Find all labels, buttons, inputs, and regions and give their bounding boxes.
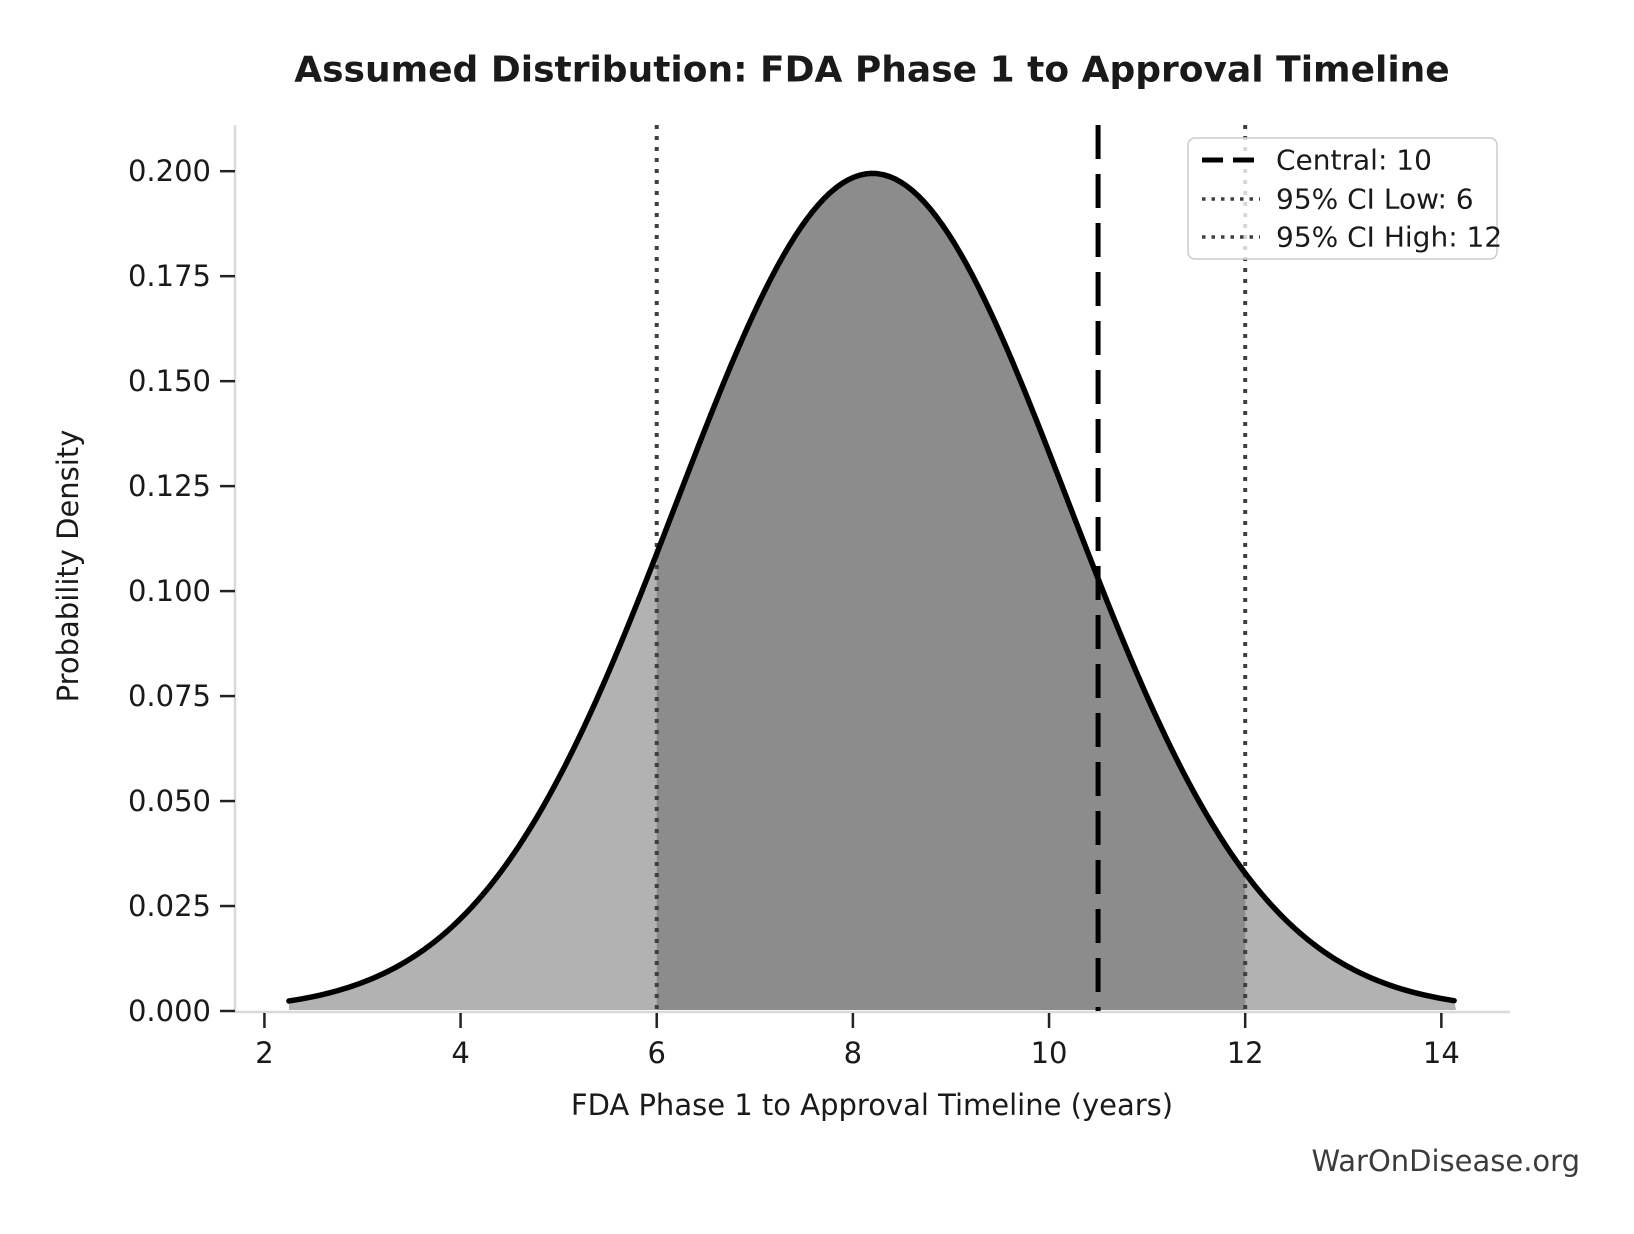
- x-tick-label: 6: [648, 1036, 666, 1070]
- watermark: WarOnDisease.org: [1311, 1144, 1580, 1178]
- y-tick-label: 0.200: [128, 154, 211, 188]
- legend-item-central: Central: 10: [1276, 144, 1432, 177]
- x-tick-label: 12: [1227, 1036, 1264, 1070]
- legend-item-ci-low: 95% CI Low: 6: [1276, 183, 1474, 216]
- y-tick-label: 0.150: [128, 364, 211, 398]
- y-tick-label: 0.175: [128, 259, 211, 293]
- y-axis-label: Probability Density: [51, 430, 85, 703]
- density-curve: [286, 170, 1457, 1004]
- legend: Central: 10 95% CI Low: 6 95% CI High: 1…: [1187, 137, 1502, 260]
- y-tick-label: 0.000: [128, 994, 211, 1028]
- x-tick-label: 14: [1423, 1036, 1460, 1070]
- y-tick-label: 0.025: [128, 889, 211, 923]
- x-tick-label: 8: [844, 1036, 862, 1070]
- y-tick-label: 0.075: [128, 679, 211, 713]
- x-tick-label: 2: [255, 1036, 273, 1070]
- chart-title: Assumed Distribution: FDA Phase 1 to App…: [294, 50, 1449, 91]
- legend-box: [1187, 137, 1498, 260]
- y-tick-label: 0.125: [128, 469, 211, 503]
- x-axis-label: FDA Phase 1 to Approval Timeline (years): [571, 1088, 1173, 1122]
- x-tick-label: 10: [1031, 1036, 1068, 1070]
- plot-area: 2 4 6 8 10 12 14 0.000 0.025 0.050 0.075 0.100 0.125…: [128, 125, 1510, 1070]
- legend-item-ci-high: 95% CI High: 12: [1276, 221, 1502, 254]
- x-tick-label: 4: [451, 1036, 469, 1070]
- density-fill-ci: [656, 173, 1246, 1010]
- y-tick-label: 0.050: [128, 784, 211, 818]
- y-tick-label: 0.100: [128, 574, 211, 608]
